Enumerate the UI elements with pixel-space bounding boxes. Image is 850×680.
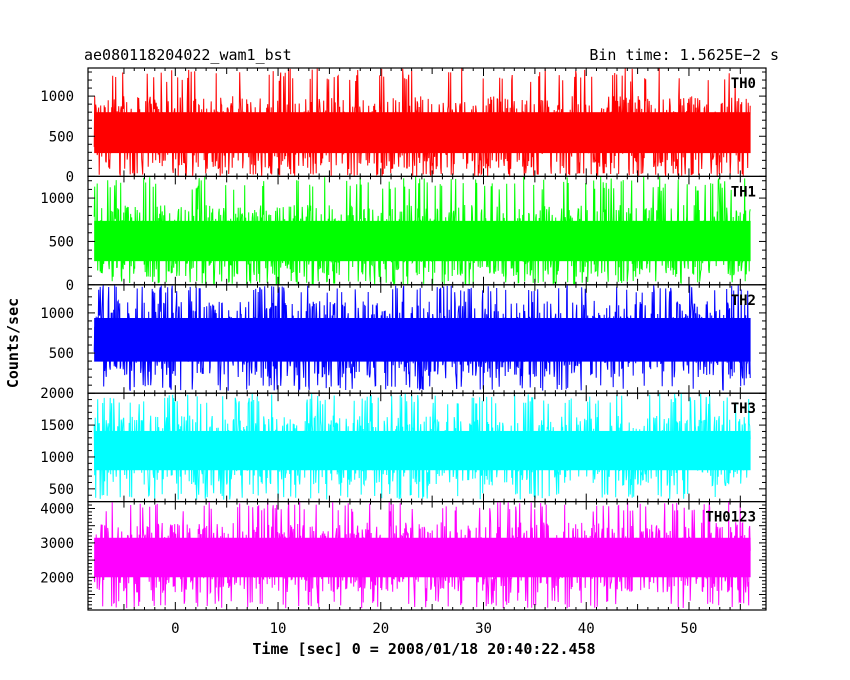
panel-frame bbox=[87, 501, 767, 611]
x-tick-label: 40 bbox=[578, 621, 595, 637]
panels-group: 0 500 1000 TH0 0 500 1000 TH1 500 1000 TH2 500 1000 1… bbox=[40, 67, 767, 611]
y-tick-label: 0 bbox=[66, 169, 74, 185]
x-tick-label: 50 bbox=[681, 621, 698, 637]
x-axis-title: Time [sec] 0 = 2008/01/18 20:40:22.458 bbox=[252, 640, 595, 658]
y-tick-label: 1000 bbox=[40, 191, 74, 207]
y-tick-label: 0 bbox=[66, 278, 74, 294]
panel-th1: 0 500 1000 TH1 bbox=[40, 175, 767, 294]
y-tick-label: 500 bbox=[49, 234, 74, 250]
series-core-th0 bbox=[94, 112, 751, 154]
panel-label-th0: TH0 bbox=[731, 76, 756, 92]
panel-th0123: 2000 3000 4000 TH0123 bbox=[40, 501, 767, 611]
y-tick-label: 1000 bbox=[40, 89, 74, 105]
y-tick-label: 2000 bbox=[40, 570, 74, 586]
chart-title-left: ae080118204022_wam1_bst bbox=[84, 46, 292, 64]
x-tick-label: 30 bbox=[475, 621, 492, 637]
x-tick-label: 20 bbox=[372, 621, 389, 637]
y-tick-label: 1500 bbox=[40, 418, 74, 434]
y-tick-label: 3000 bbox=[40, 536, 74, 552]
panel-label-th3: TH3 bbox=[731, 401, 756, 417]
y-tick-label: 500 bbox=[49, 482, 74, 498]
series-core-th0123 bbox=[94, 537, 751, 578]
y-tick-label: 4000 bbox=[40, 501, 74, 517]
y-tick-label: 2000 bbox=[40, 386, 74, 402]
y-tick-label: 500 bbox=[49, 346, 74, 362]
x-tick-label: 10 bbox=[270, 621, 287, 637]
panel-label-th0123: TH0123 bbox=[705, 510, 756, 526]
panel-th3: 500 1000 1500 2000 TH3 bbox=[40, 386, 767, 503]
y-tick-label: 1000 bbox=[40, 450, 74, 466]
y-tick-label: 1000 bbox=[40, 306, 74, 322]
y-tick-label: 500 bbox=[49, 129, 74, 145]
panel-th2: 500 1000 TH2 bbox=[40, 284, 767, 394]
panel-th0: 0 500 1000 TH0 bbox=[40, 67, 767, 185]
series-core-th2 bbox=[94, 317, 751, 362]
series-core-th3 bbox=[94, 430, 751, 471]
x-tick-label: 0 bbox=[171, 621, 179, 637]
x-axis: 0 10 20 30 40 50 bbox=[123, 68, 741, 637]
series-core-th1 bbox=[94, 220, 751, 262]
chart-title-right: Bin time: 1.5625E−2 s bbox=[589, 46, 779, 64]
panel-label-th2: TH2 bbox=[731, 293, 756, 309]
y-axis-title: Counts/sec bbox=[4, 298, 22, 388]
panel-label-th1: TH1 bbox=[731, 184, 756, 200]
